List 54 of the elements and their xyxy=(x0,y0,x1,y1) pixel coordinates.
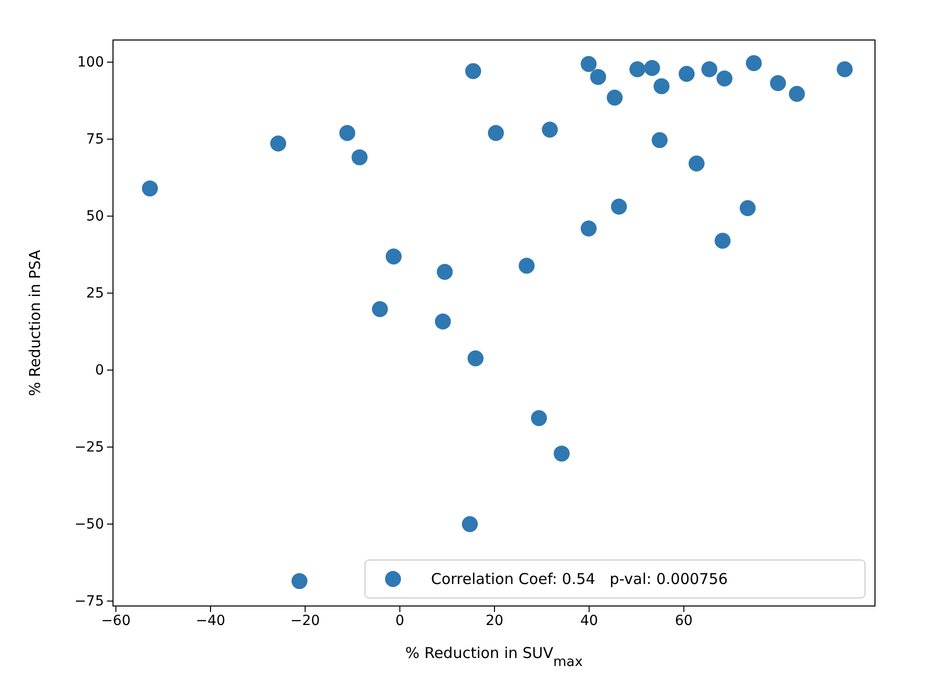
legend-label: Correlation Coef: 0.54 p-val: 0.000756 xyxy=(431,570,728,588)
point xyxy=(462,516,478,532)
x-axis-title: % Reduction in SUV$_{max}$ xyxy=(405,644,583,670)
point xyxy=(488,125,504,141)
x-tick-label: −20 xyxy=(290,612,320,629)
point xyxy=(436,264,453,280)
point xyxy=(836,61,853,78)
point xyxy=(270,136,286,152)
x-tick-label: 20 xyxy=(486,612,504,629)
y-tick-label: 25 xyxy=(86,286,104,302)
point xyxy=(688,156,705,172)
point xyxy=(788,86,805,102)
y-tick-label: 100 xyxy=(77,54,104,71)
y-tick-label: −25 xyxy=(74,440,104,456)
point xyxy=(386,248,402,264)
point xyxy=(716,70,732,86)
point xyxy=(714,232,731,249)
point xyxy=(372,301,388,318)
point xyxy=(580,220,597,236)
point xyxy=(554,446,570,462)
point xyxy=(770,75,786,92)
y-tick-label: 0 xyxy=(95,362,104,379)
y-tick-label: 50 xyxy=(86,208,104,225)
point xyxy=(518,258,535,274)
point xyxy=(610,198,627,215)
point xyxy=(644,60,660,76)
point xyxy=(580,56,597,72)
point xyxy=(142,180,158,196)
point xyxy=(746,55,762,72)
point xyxy=(629,61,646,78)
point xyxy=(678,66,695,82)
point xyxy=(652,132,668,148)
x-tick-label: 60 xyxy=(674,612,693,629)
x-tick-label: 0 xyxy=(395,612,404,629)
x-tick-label: 40 xyxy=(580,612,598,629)
point xyxy=(352,149,368,166)
y-tick-label: −75 xyxy=(74,594,104,610)
point xyxy=(606,90,623,106)
point xyxy=(434,313,451,330)
y-tick-label: 75 xyxy=(86,132,104,148)
y-tick-label: −50 xyxy=(74,516,104,533)
x-tick-label: −40 xyxy=(196,612,226,629)
point xyxy=(530,410,547,426)
point xyxy=(654,78,670,94)
point xyxy=(701,61,718,78)
y-axis-title: % Reduction in PSA xyxy=(26,249,44,396)
point xyxy=(590,68,606,85)
point xyxy=(542,122,558,138)
x-tick-label: −60 xyxy=(101,612,131,629)
point xyxy=(292,573,308,590)
point xyxy=(339,125,356,141)
point xyxy=(740,200,756,216)
point xyxy=(468,350,484,366)
point xyxy=(465,63,482,80)
